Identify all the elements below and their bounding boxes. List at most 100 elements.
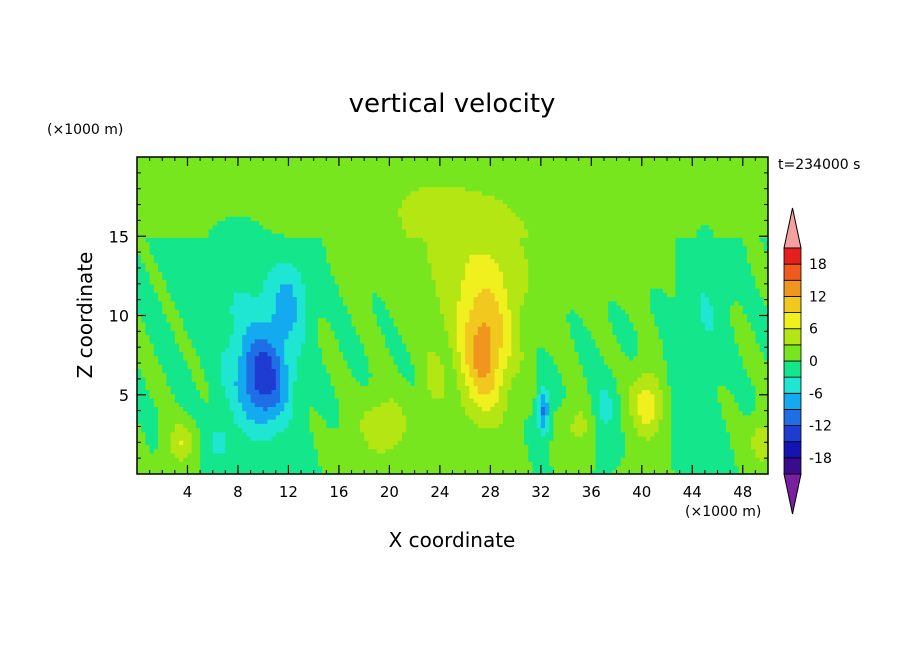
field-cell [221, 321, 226, 327]
field-cell [149, 334, 155, 340]
field-cell [170, 271, 176, 276]
field-cell [225, 330, 231, 336]
field-cell [393, 266, 399, 272]
field-cell [137, 427, 142, 433]
field-cell [195, 342, 201, 348]
field-cell [162, 372, 168, 378]
field-cell [305, 190, 311, 196]
field-cell [322, 444, 327, 450]
field-cell [317, 304, 323, 310]
field-cell [372, 414, 378, 420]
field-cell [233, 165, 239, 171]
field-cell [195, 423, 201, 429]
field-cell [385, 465, 390, 471]
field-cell [162, 419, 168, 424]
field-cell [216, 237, 222, 243]
field-cell [326, 296, 332, 302]
field-cell [376, 444, 382, 450]
field-cell [313, 258, 319, 264]
field-cell [284, 444, 290, 450]
field-cell [145, 334, 151, 340]
field-cell [338, 207, 344, 213]
field-cell [250, 258, 256, 264]
field-cell [225, 216, 231, 221]
field-cell [301, 406, 306, 412]
field-cell [191, 402, 197, 407]
field-cell [254, 355, 260, 361]
field-cell [141, 440, 147, 446]
field-cell [372, 245, 378, 251]
field-cell [242, 351, 247, 357]
field-cell [250, 402, 256, 407]
field-cell [158, 300, 163, 306]
field-cell [158, 224, 163, 230]
field-cell [200, 304, 205, 310]
field-cell [208, 266, 214, 272]
field-cell [305, 216, 311, 221]
field-cell [317, 440, 323, 446]
field-cell [359, 419, 365, 424]
field-cell [364, 457, 369, 462]
field-cell [137, 347, 142, 353]
field-cell [246, 195, 252, 200]
field-cell [229, 423, 235, 429]
field-cell [284, 169, 290, 175]
field-cell [237, 385, 243, 391]
field-cell [343, 414, 348, 420]
field-cell [254, 195, 260, 200]
field-cell [368, 452, 374, 458]
field-cell [368, 249, 374, 255]
field-cell [397, 342, 403, 348]
field-cell [153, 423, 159, 429]
field-cell [372, 368, 378, 374]
field-cell [280, 317, 285, 323]
field-cell [242, 469, 247, 474]
field-cell [216, 469, 222, 474]
field-cell [250, 275, 256, 281]
field-cell [204, 338, 210, 344]
field-cell [317, 279, 323, 285]
field-cell [351, 372, 357, 378]
field-cell [229, 410, 235, 416]
field-cell [179, 423, 184, 429]
field-cell [368, 178, 374, 183]
field-cell [334, 190, 340, 196]
field-cell [372, 313, 378, 319]
field-cell [174, 419, 180, 424]
field-cell [376, 199, 382, 205]
field-cell [145, 258, 151, 264]
field-cell [233, 457, 239, 462]
field-cell [368, 351, 374, 357]
field-cell [372, 321, 378, 327]
field-cell [309, 245, 315, 251]
field-cell [246, 461, 252, 467]
field-cell [292, 452, 298, 458]
field-cell [170, 385, 176, 391]
field-cell [288, 161, 294, 167]
field-cell [179, 376, 184, 382]
field-cell [330, 427, 336, 433]
field-cell [191, 173, 197, 179]
field-cell [368, 300, 374, 306]
field-cell [149, 469, 155, 474]
field-cell [216, 334, 222, 340]
field-cell [389, 461, 395, 467]
field-cell [204, 169, 210, 175]
field-cell [221, 419, 226, 424]
field-cell [145, 402, 151, 407]
field-cell [225, 296, 231, 302]
field-cell [254, 372, 260, 378]
field-cell [380, 186, 386, 192]
field-cell [137, 178, 142, 183]
field-cell [288, 258, 294, 264]
field-cell [359, 423, 365, 429]
field-cell [296, 254, 302, 260]
field-cell [254, 296, 260, 302]
field-cell [301, 461, 306, 467]
field-cell [275, 279, 281, 285]
field-cell [204, 410, 210, 416]
field-cell [359, 254, 365, 260]
field-cell [402, 385, 407, 391]
field-cell [221, 440, 226, 446]
field-cell [351, 207, 357, 213]
